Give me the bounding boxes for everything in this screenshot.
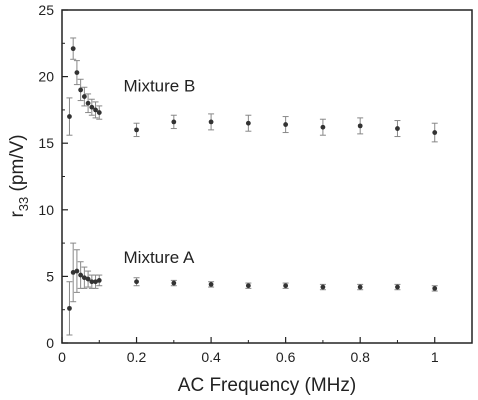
y-axis-label: r33 (pm/V) [7, 134, 31, 217]
y-tick-label: 20 [38, 69, 54, 85]
mixture-b-point [171, 119, 176, 124]
annotations: Mixture B Mixture A [124, 76, 196, 267]
x-tick-label: 1 [431, 349, 439, 365]
mixture-a-point [432, 286, 437, 291]
y-tick-label: 0 [46, 335, 54, 351]
mixture-b-point [246, 121, 251, 126]
mixture-b-point [358, 123, 363, 128]
mixture-b-point [67, 114, 72, 119]
x-axis-ticks: 0 0.2 0.4 0.6 0.8 1 [58, 337, 439, 365]
x-tick-label: 0.6 [276, 349, 296, 365]
x-axis-label: AC Frequency (MHz) [178, 375, 356, 396]
mixture-a-point [97, 278, 102, 283]
x-tick-label: 0.4 [201, 349, 221, 365]
mixture-a-point [67, 306, 72, 311]
x-tick-label: 0.2 [127, 349, 147, 365]
mixture-b-point [432, 130, 437, 135]
error-bars [66, 38, 437, 335]
mixture-a-point [283, 283, 288, 288]
mixture-b-point [71, 46, 76, 51]
x-tick-label: 0 [58, 349, 66, 365]
mixture-b-point [209, 119, 214, 124]
mixture-a-point [321, 285, 326, 290]
mixture-b-point [75, 70, 80, 75]
mixture-b-point [78, 88, 83, 93]
mixture-b-point [321, 125, 326, 130]
mixture-b-point [86, 101, 91, 106]
y-axis-ticks: 0 5 10 15 20 25 [38, 2, 68, 351]
mixture-a-point [171, 281, 176, 286]
mixture-a-point [246, 283, 251, 288]
mixture-a-point [134, 279, 139, 284]
mixture-a-point [395, 285, 400, 290]
x-tick-label: 0.8 [350, 349, 370, 365]
y-tick-label: 15 [38, 135, 54, 151]
plot-frame [62, 10, 472, 343]
mixture-a-point [75, 269, 80, 274]
annotation-mixture-a: Mixture A [124, 248, 196, 267]
mixture-a-point [209, 282, 214, 287]
mixture-b-point [395, 126, 400, 131]
mixture-b-point [283, 122, 288, 127]
mixture-b-point [134, 127, 139, 132]
y-tick-label: 10 [38, 202, 54, 218]
y-tick-label: 25 [38, 2, 54, 18]
mixture-b-point [82, 94, 87, 99]
mixture-b-point [97, 110, 102, 115]
annotation-mixture-b: Mixture B [124, 76, 196, 95]
y-tick-label: 5 [46, 268, 54, 284]
mixture-a-point [358, 285, 363, 290]
